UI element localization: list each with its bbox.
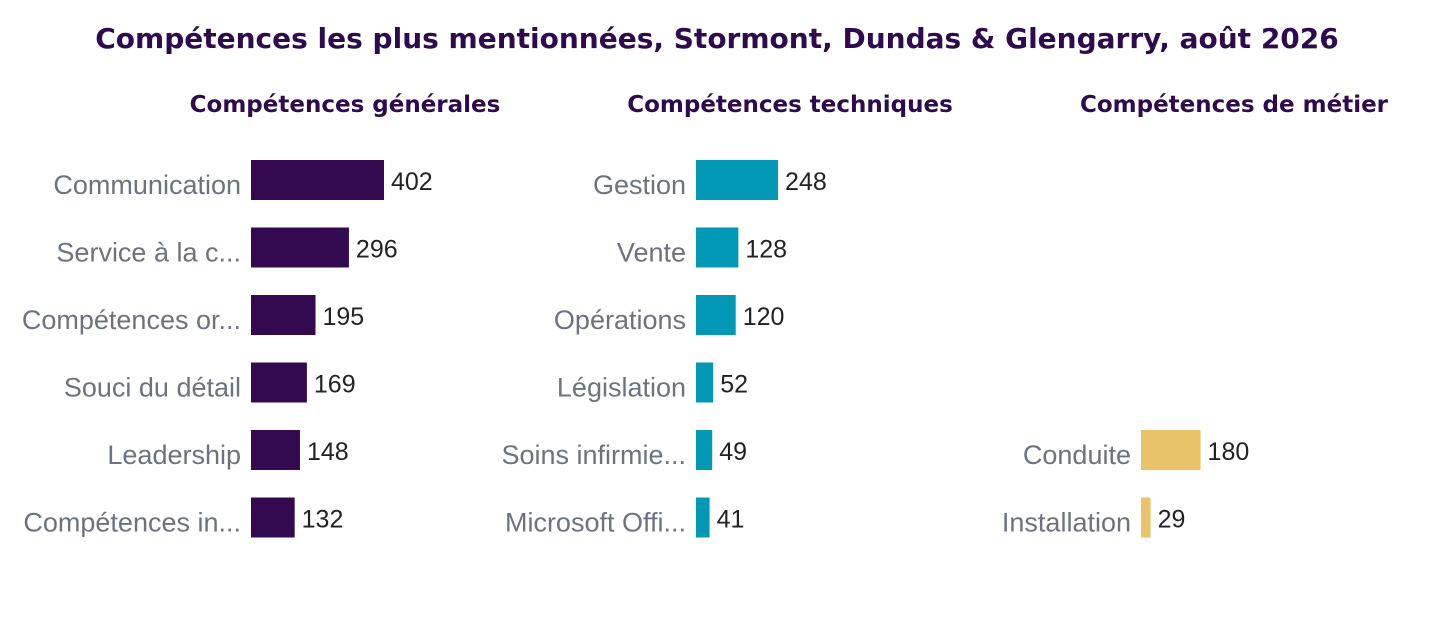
bar-0-3: [251, 362, 307, 403]
value-label-1-2: 120: [743, 303, 785, 331]
bar-2-4: [1141, 430, 1201, 470]
bars-technical: Gestion 248 Vente 128 Opérations 120 Législati…: [501, 160, 827, 538]
value-label-1-1: 128: [745, 236, 787, 264]
bars-trade: Conduite 180 Installation 29: [1002, 430, 1249, 538]
bar-0-5: [251, 497, 295, 538]
panel-trade: Compétences de métier Conduite 180 Install…: [1002, 92, 1389, 538]
bar-1-5: [696, 497, 710, 538]
panel-general: Compétences générales Communication 402 Se…: [22, 92, 500, 538]
panel-title-general: Compétences générales: [190, 92, 501, 118]
category-label-0-4: Leadership: [107, 440, 241, 470]
category-label-1-2: Opérations: [554, 305, 686, 335]
bar-0-1: [251, 227, 349, 268]
value-label-1-3: 52: [720, 371, 748, 399]
bar-1-0: [696, 160, 779, 200]
value-label-1-0: 248: [785, 168, 827, 196]
category-label-0-0: Communication: [53, 170, 241, 200]
value-label-0-2: 195: [323, 303, 365, 331]
value-label-2-4: 180: [1208, 438, 1250, 466]
value-label-2-5: 29: [1158, 506, 1186, 534]
panel-title-trade: Compétences de métier: [1080, 92, 1389, 118]
category-label-2-4: Conduite: [1023, 440, 1131, 470]
bar-0-0: [251, 160, 384, 200]
category-label-0-1: Service à la c...: [56, 238, 241, 268]
category-label-1-3: Législation: [557, 373, 686, 403]
panel-title-technical: Compétences techniques: [627, 92, 953, 118]
category-label-0-3: Souci du détail: [64, 373, 241, 403]
bar-0-2: [251, 295, 316, 335]
value-label-0-5: 132: [302, 506, 344, 534]
category-label-1-0: Gestion: [593, 170, 686, 200]
bar-0-4: [251, 430, 300, 470]
value-label-0-3: 169: [314, 371, 356, 399]
bar-1-4: [696, 430, 713, 470]
category-label-2-5: Installation: [1002, 508, 1131, 538]
panel-technical: Compétences techniques Gestion 248 Vente 12…: [501, 92, 953, 538]
category-label-0-5: Compétences in...: [23, 508, 241, 538]
value-label-0-0: 402: [391, 168, 433, 196]
bar-2-5: [1141, 497, 1151, 538]
bar-1-2: [696, 295, 736, 335]
category-label-1-5: Microsoft Offi...: [505, 508, 686, 538]
category-label-1-1: Vente: [617, 238, 686, 268]
category-label-1-4: Soins infirmie...: [501, 440, 686, 470]
category-label-0-2: Compétences or...: [22, 305, 241, 335]
bar-1-3: [696, 362, 714, 403]
value-label-0-4: 148: [307, 438, 349, 466]
value-label-1-5: 41: [717, 506, 745, 534]
chart-title: Compétences les plus mentionnées, Stormo…: [95, 22, 1339, 55]
value-label-1-4: 49: [719, 438, 747, 466]
bars-general: Communication 402 Service à la c... 296 Comp…: [22, 160, 433, 538]
value-label-0-1: 296: [356, 236, 398, 264]
bar-1-1: [696, 227, 739, 268]
